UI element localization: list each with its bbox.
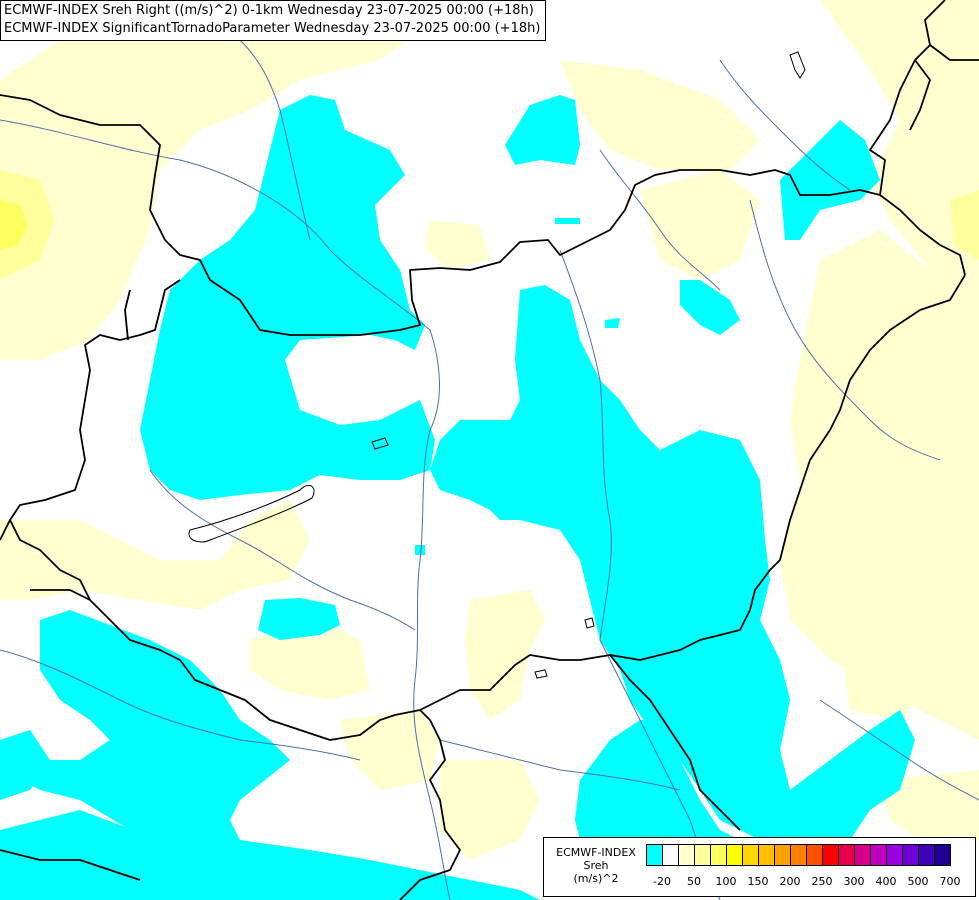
sreh-yellow-core xyxy=(0,200,28,250)
sreh-pale-region xyxy=(0,0,420,360)
river-line xyxy=(719,59,851,191)
river-line xyxy=(149,469,416,631)
sreh-pale-region xyxy=(880,770,979,840)
legend-swatch xyxy=(790,844,807,866)
legend-swatch xyxy=(806,844,823,866)
sreh-cyan-region xyxy=(415,545,425,555)
sreh-cyan-region xyxy=(605,318,620,328)
sreh-pale-region xyxy=(640,170,760,280)
sreh-cyan-region xyxy=(780,120,880,240)
border-line xyxy=(609,654,741,831)
sreh-yellow-region xyxy=(950,190,979,260)
legend-swatch xyxy=(870,844,887,866)
legend-tick-label: 100 xyxy=(715,875,737,888)
sreh-pale-region xyxy=(820,0,979,300)
legend-tick-label: 200 xyxy=(779,875,801,888)
legend-tick-label: 300 xyxy=(843,875,865,888)
legend-unit: (m/s)^2 xyxy=(573,872,619,885)
river-line xyxy=(413,329,451,900)
sreh-cyan-region xyxy=(680,280,740,335)
sreh-cyan-region xyxy=(555,218,580,224)
river-line xyxy=(0,119,431,331)
sreh-pale-region xyxy=(465,590,545,720)
map-title-box: ECMWF-INDEX Sreh Right ((m/s)^2) 0-1km W… xyxy=(0,0,546,41)
lake-outline xyxy=(584,617,595,629)
legend-tick-label: 50 xyxy=(687,875,701,888)
border-line xyxy=(924,0,946,46)
legend-swatch xyxy=(854,844,871,866)
legend-swatch xyxy=(742,844,759,866)
river-line xyxy=(749,199,941,461)
lake-outline xyxy=(789,51,806,79)
lake-outline xyxy=(371,437,389,450)
sreh-cyan-region xyxy=(258,598,340,640)
border-line xyxy=(9,519,91,601)
sreh-cyan-region xyxy=(575,720,740,840)
sreh-pale-region xyxy=(425,220,490,270)
legend-swatch xyxy=(710,844,727,866)
title-line-1: ECMWF-INDEX Sreh Right ((m/s)^2) 0-1km W… xyxy=(4,3,534,18)
border-line xyxy=(869,44,979,196)
border-line xyxy=(124,289,131,341)
river-line xyxy=(439,739,681,791)
legend-tick-label: 150 xyxy=(747,875,769,888)
legend-title: ECMWF-INDEX Sreh (m/s)^2 xyxy=(548,846,644,885)
legend-source: ECMWF-INDEX xyxy=(556,846,636,859)
border-line xyxy=(30,274,966,741)
sreh-pale-region xyxy=(560,60,760,170)
legend-swatch xyxy=(758,844,775,866)
border-line xyxy=(0,279,181,541)
legend-swatch xyxy=(694,844,711,866)
lake-outline xyxy=(188,485,315,543)
lakes xyxy=(188,51,806,679)
sreh-cyan-region xyxy=(0,730,50,800)
border-line xyxy=(0,94,966,336)
river-line xyxy=(239,39,311,241)
legend-tick-label: 250 xyxy=(811,875,833,888)
legend-variable: Sreh xyxy=(583,859,609,872)
border-line xyxy=(909,59,931,131)
legend-swatch xyxy=(838,844,855,866)
legend-swatch xyxy=(918,844,935,866)
legend-swatch xyxy=(662,844,679,866)
legend-swatch xyxy=(822,844,839,866)
legend-tick-label: -20 xyxy=(653,875,671,888)
river-line xyxy=(599,149,721,291)
sreh-cyan-region xyxy=(505,95,580,165)
sreh-cyan-region xyxy=(430,285,915,840)
sreh-negative-areas xyxy=(0,95,915,900)
sreh-pale-region xyxy=(0,500,310,610)
sreh-cyan-region xyxy=(140,95,435,500)
sreh-pale-region xyxy=(780,230,979,740)
border-line xyxy=(0,849,141,881)
sreh-pale-region xyxy=(840,640,930,720)
sreh-100-200-areas xyxy=(0,170,979,280)
color-legend: ECMWF-INDEX Sreh (m/s)^2 -20 50 100 150 200 2… xyxy=(543,837,976,897)
legend-swatch xyxy=(646,844,663,866)
legend-tick-label: 700 xyxy=(939,875,961,888)
river-line xyxy=(819,699,979,801)
legend-swatch xyxy=(902,844,919,866)
legend-swatch xyxy=(678,844,695,866)
legend-swatch xyxy=(934,844,951,866)
legend-tick-label: 500 xyxy=(907,875,929,888)
river-line xyxy=(559,249,612,641)
lake-outline xyxy=(534,669,548,679)
title-line-2: ECMWF-INDEX SignificantTornadoParameter … xyxy=(4,21,541,36)
sreh-pale-region xyxy=(440,760,540,860)
legend-swatch xyxy=(726,844,743,866)
border-line xyxy=(399,709,461,900)
legend-swatch xyxy=(774,844,791,866)
river-line xyxy=(0,649,361,761)
sreh-cyan-region xyxy=(20,610,290,850)
legend-tick-label: 400 xyxy=(875,875,897,888)
legend-swatch xyxy=(886,844,903,866)
